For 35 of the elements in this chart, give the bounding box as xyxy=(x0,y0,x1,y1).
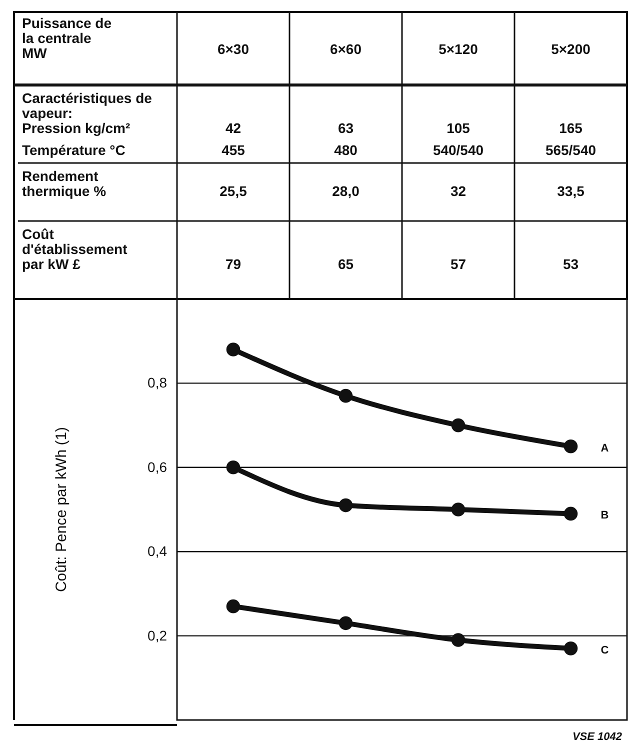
y-tick-label: 0,8 xyxy=(148,374,168,391)
y-tick-label: 0,6 xyxy=(148,458,168,475)
text: 105 xyxy=(446,120,470,136)
category-label: 5×120 xyxy=(438,41,478,57)
text: 480 xyxy=(334,142,358,158)
category-label: Pression kg/cm² xyxy=(22,120,130,136)
text: 57 xyxy=(450,256,466,272)
text: A xyxy=(600,442,609,454)
text: C xyxy=(600,644,609,656)
text: 79 xyxy=(225,256,242,272)
text: 63 xyxy=(338,120,354,136)
text: VSE 1042 xyxy=(572,731,622,743)
text: 32 xyxy=(450,183,466,199)
category-label: 5×200 xyxy=(551,41,591,57)
text: 565/540 xyxy=(545,142,596,158)
text: Puissance de la centrale MW xyxy=(22,15,112,61)
text: 53 xyxy=(562,256,579,272)
text: 42 xyxy=(225,120,242,136)
y-tick-label: 0,4 xyxy=(148,543,168,560)
y-axis-title: Coût: Pence par kWh (1) xyxy=(53,426,70,592)
category-label: Température °C xyxy=(22,142,126,158)
text: 455 xyxy=(222,142,245,158)
text: B xyxy=(600,510,609,522)
text: 28,0 xyxy=(332,183,360,199)
text: 165 xyxy=(559,120,582,136)
text: 33,5 xyxy=(557,183,584,199)
category-label: 6×30 xyxy=(217,41,250,57)
category-label: Caractéristiques de vapeur: xyxy=(22,90,152,121)
text: 65 xyxy=(338,256,354,272)
category-label: 6×60 xyxy=(330,41,362,57)
text: 25,5 xyxy=(220,183,247,199)
category-label: Coût d'établissement par kW £ xyxy=(22,226,128,272)
y-tick-label: 0,2 xyxy=(148,627,168,644)
category-label: Rendement thermique % xyxy=(22,168,106,199)
text: 540/540 xyxy=(432,142,484,158)
